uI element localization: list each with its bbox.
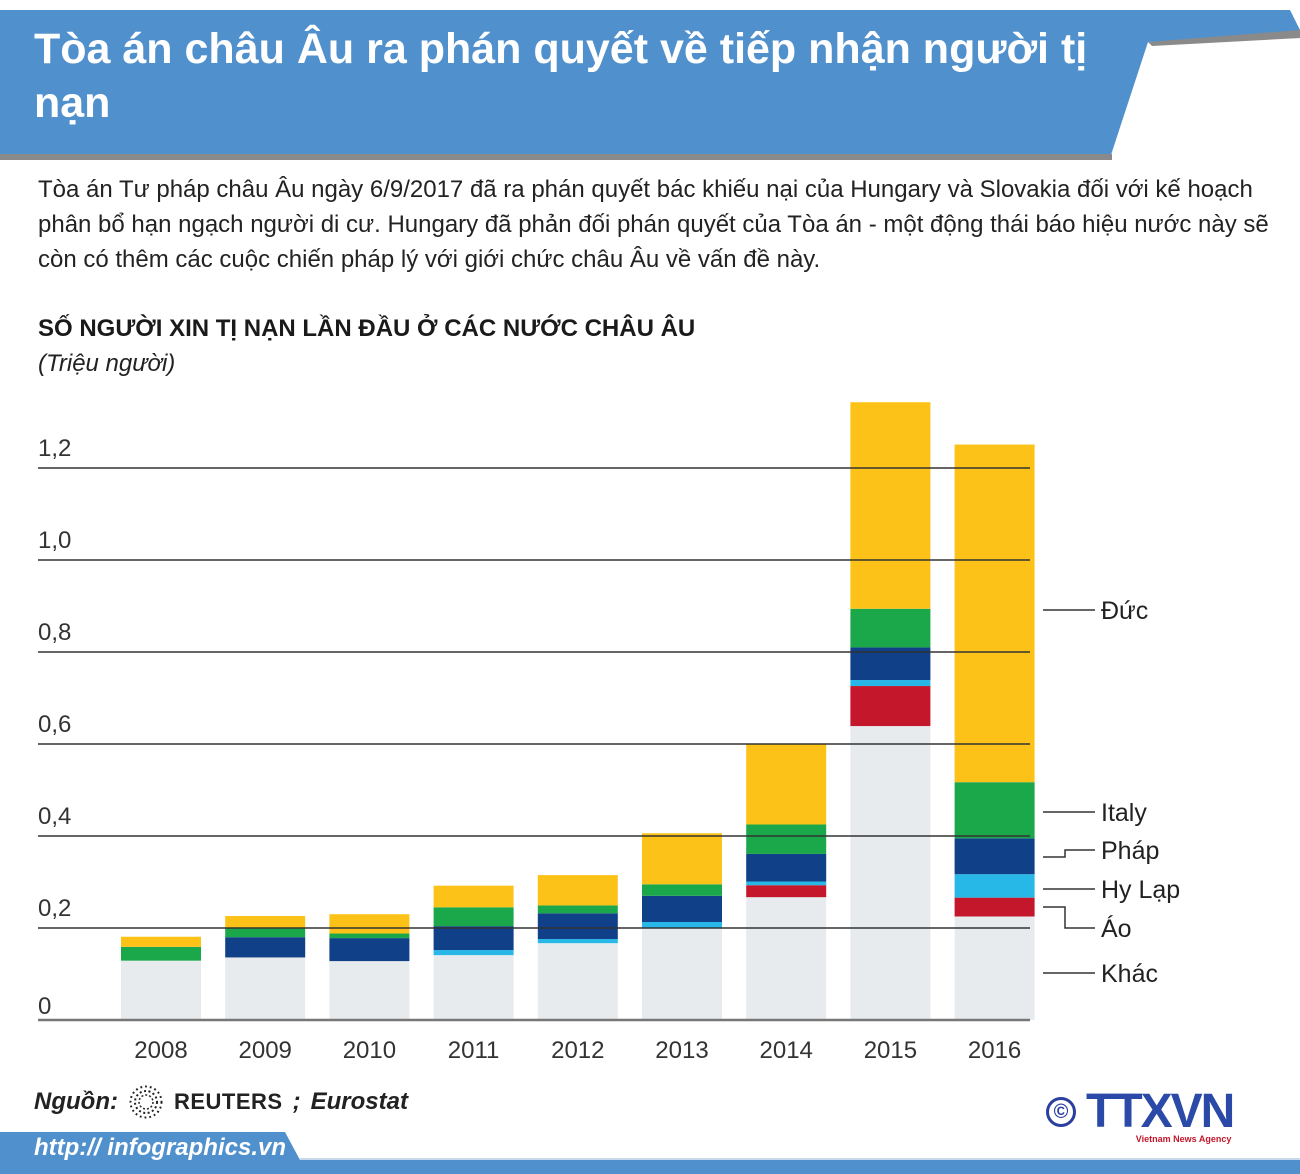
- logo-subtitle: Vietnam News Agency: [1135, 1134, 1232, 1144]
- source-line: Nguồn: REUTERS ; Eurostat: [34, 1084, 408, 1120]
- bar-segment-2009-5: [225, 916, 306, 929]
- bar-segment-2016-0: [954, 916, 1035, 1020]
- header-band: [0, 10, 1300, 158]
- bar-segment-2012-4: [537, 905, 618, 914]
- bar-segment-2016-3: [954, 838, 1035, 875]
- bar-segment-2011-0: [433, 955, 514, 1020]
- bar-segment-2012-3: [537, 913, 618, 940]
- x-tick-label: 2008: [134, 1037, 187, 1064]
- x-tick-label: 2014: [760, 1037, 813, 1064]
- y-tick-label: 1,2: [38, 435, 71, 462]
- legend-label: Italy: [1101, 799, 1147, 827]
- source-separator: ;: [292, 1088, 301, 1115]
- bar-segment-2014-2: [746, 881, 827, 886]
- footer-band: [0, 1132, 1300, 1174]
- bar-segment-2013-5: [642, 833, 722, 885]
- ttxvn-logo: © TTXVN Vietnam News Agency: [1046, 1085, 1235, 1144]
- y-tick-label: 0: [38, 993, 51, 1020]
- bar-segment-2011-5: [433, 885, 514, 908]
- bar-segment-2013-3: [642, 895, 722, 923]
- bar-segment-2010-5: [329, 914, 410, 934]
- bar-segment-2008-4: [121, 946, 201, 961]
- y-tick-label: 0,4: [38, 803, 71, 830]
- intro-paragraph: Tòa án Tư pháp châu Âu ngày 6/9/2017 đã …: [38, 176, 1269, 273]
- page-title: Tòa án châu Âu ra phán quyết về tiếp nhậ…: [34, 25, 1088, 127]
- bar-segment-2015-2: [850, 680, 931, 687]
- bar-segment-2015-1: [850, 686, 931, 727]
- bar-segment-2009-4: [225, 928, 306, 938]
- bar-segment-2014-4: [746, 824, 827, 854]
- legend-label: Hy Lạp: [1101, 876, 1180, 904]
- y-tick-label: 0,2: [38, 895, 71, 922]
- x-tick-label: 2012: [551, 1037, 604, 1064]
- bar-segment-2016-4: [954, 782, 1035, 839]
- bar-segment-2009-3: [225, 937, 306, 958]
- logo-text: TTXVN: [1086, 1085, 1235, 1138]
- legend-label: Đức: [1101, 597, 1148, 625]
- legend-label: Khác: [1101, 960, 1158, 988]
- y-tick-label: 0,6: [38, 711, 71, 738]
- y-tick-label: 0,8: [38, 619, 71, 646]
- bar-segment-2016-1: [954, 897, 1035, 917]
- bar-segment-2011-4: [433, 907, 514, 927]
- x-tick-label: 2010: [343, 1037, 396, 1064]
- bar-segment-2010-4: [329, 933, 410, 939]
- x-tick-label: 2013: [655, 1037, 708, 1064]
- bar-segment-2015-4: [850, 608, 931, 648]
- header-banner: [0, 10, 1300, 160]
- bar-segment-2015-5: [850, 402, 931, 609]
- legend-label: Áo: [1101, 914, 1132, 943]
- bar-segment-2011-2: [433, 950, 514, 956]
- website-link[interactable]: http:// infographics.vn: [34, 1134, 286, 1161]
- bar-segment-2014-3: [746, 853, 827, 882]
- bar-segment-2015-0: [850, 726, 931, 1020]
- x-tick-label: 2015: [864, 1037, 917, 1064]
- legend-leader-line: [1043, 849, 1095, 858]
- stacked-bar-chart: 2008 2009 2010 2011 2012 2013 2014 2015 2016 0 0,2…: [38, 402, 1180, 1064]
- x-tick-label: 2009: [239, 1037, 292, 1064]
- source-eurostat: Eurostat: [310, 1088, 408, 1115]
- bar-segment-2009-0: [225, 957, 306, 1020]
- bar-segment-2013-0: [642, 928, 722, 1020]
- bar-segment-2014-1: [746, 885, 827, 898]
- y-tick-label: 1,0: [38, 527, 71, 554]
- x-tick-label: 2016: [968, 1037, 1021, 1064]
- bar-segment-2015-3: [850, 647, 931, 681]
- bar-segment-2013-2: [642, 922, 722, 929]
- chart-title: SỐ NGƯỜI XIN TỊ NẠN LẦN ĐẦU Ở CÁC NƯỚC C…: [38, 315, 696, 342]
- source-label: Nguồn:: [34, 1088, 118, 1115]
- bar-segment-2008-0: [121, 960, 201, 1020]
- x-tick-label: 2011: [448, 1037, 500, 1064]
- bar-segment-2010-0: [329, 961, 410, 1020]
- bar-segment-2013-4: [642, 884, 722, 896]
- legend-leader-line: [1043, 906, 1095, 929]
- copyright-icon: ©: [1046, 1097, 1076, 1127]
- bar-segment-2014-0: [746, 897, 827, 1020]
- bar-segment-2012-0: [537, 943, 618, 1020]
- bar-segment-2014-5: [746, 744, 827, 825]
- bar-segment-2012-2: [537, 939, 618, 944]
- bar-segment-2008-5: [121, 936, 201, 947]
- bar-segment-2010-3: [329, 938, 410, 962]
- reuters-logo-icon: [129, 1085, 163, 1119]
- source-reuters: REUTERS: [173, 1089, 283, 1114]
- chart-unit: (Triệu người): [38, 350, 176, 377]
- bar-segment-2012-5: [537, 875, 618, 906]
- bar-segment-2016-2: [954, 874, 1035, 898]
- bar-segment-2016-5: [954, 444, 1035, 783]
- legend-label: Pháp: [1101, 837, 1159, 865]
- bar-segment-2011-3: [433, 926, 514, 951]
